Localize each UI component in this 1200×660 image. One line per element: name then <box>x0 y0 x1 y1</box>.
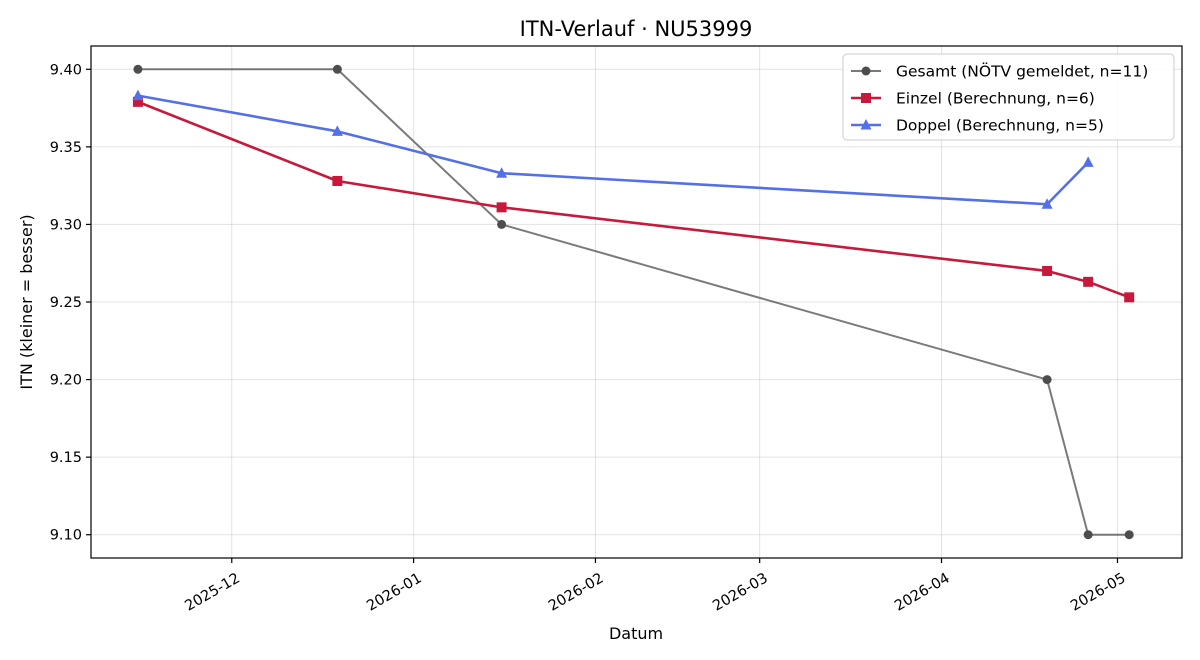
x-tick-label: 2026-01 <box>364 570 424 614</box>
x-axis: 2025-12 2026-01 2026-02 2026-03 2026-04 2026-… <box>182 558 1129 615</box>
legend-marker <box>861 93 871 103</box>
y-tick-label: 9.30 <box>50 217 82 233</box>
data-point <box>1083 530 1093 540</box>
legend-label: Doppel (Berechnung, n=5) <box>896 117 1104 135</box>
x-tick-label: 2026-04 <box>892 570 952 614</box>
y-tick-label: 9.10 <box>50 528 82 544</box>
legend-marker <box>861 66 871 76</box>
data-point <box>1041 198 1053 209</box>
data-point <box>1083 276 1094 287</box>
data-point <box>331 125 343 136</box>
y-tick-label: 9.15 <box>50 450 82 466</box>
x-tick-label: 2026-02 <box>546 570 606 614</box>
data-point <box>496 202 507 213</box>
y-tick-label: 9.35 <box>50 140 82 156</box>
y-axis: 9.10 9.15 9.20 9.25 9.30 9.35 9.40 <box>50 62 91 544</box>
data-point <box>332 175 343 186</box>
legend-label: Einzel (Berechnung, n=6) <box>896 90 1095 108</box>
x-tick-label: 2026-03 <box>710 570 770 614</box>
data-point <box>132 96 143 107</box>
data-point <box>332 64 342 74</box>
legend-box <box>842 53 1175 141</box>
y-tick-label: 9.20 <box>50 373 82 389</box>
data-point <box>1124 292 1135 303</box>
series-1 <box>133 64 1134 540</box>
x-axis-label: Datum <box>609 624 663 643</box>
data-point <box>132 89 144 101</box>
series-line <box>137 100 1130 299</box>
x-tick-label: 2026-05 <box>1068 570 1128 614</box>
data-point <box>497 219 507 229</box>
legend: Gesamt (NÖTV gemeldet, n=11) Einzel (Bere… <box>842 53 1175 141</box>
data-point <box>496 167 508 178</box>
x-tick-label: 2025-12 <box>182 570 242 614</box>
series-3 <box>132 89 1094 209</box>
chart-title: ITN-Verlauf · NU53999 <box>520 17 753 41</box>
plot-area <box>132 64 1135 540</box>
data-point <box>1082 156 1094 167</box>
series-2 <box>132 96 1135 303</box>
data-point <box>133 64 143 74</box>
legend-marker <box>860 119 872 130</box>
y-axis-label: ITN (kleiner = besser) <box>17 214 36 389</box>
data-point <box>1124 530 1134 540</box>
y-tick-label: 9.40 <box>50 62 82 78</box>
legend-label: Gesamt (NÖTV gemeldet, n=11) <box>896 62 1148 81</box>
data-point <box>1042 265 1053 276</box>
data-point <box>1042 375 1052 385</box>
series-line <box>137 68 1130 536</box>
y-tick-label: 9.25 <box>50 295 82 311</box>
